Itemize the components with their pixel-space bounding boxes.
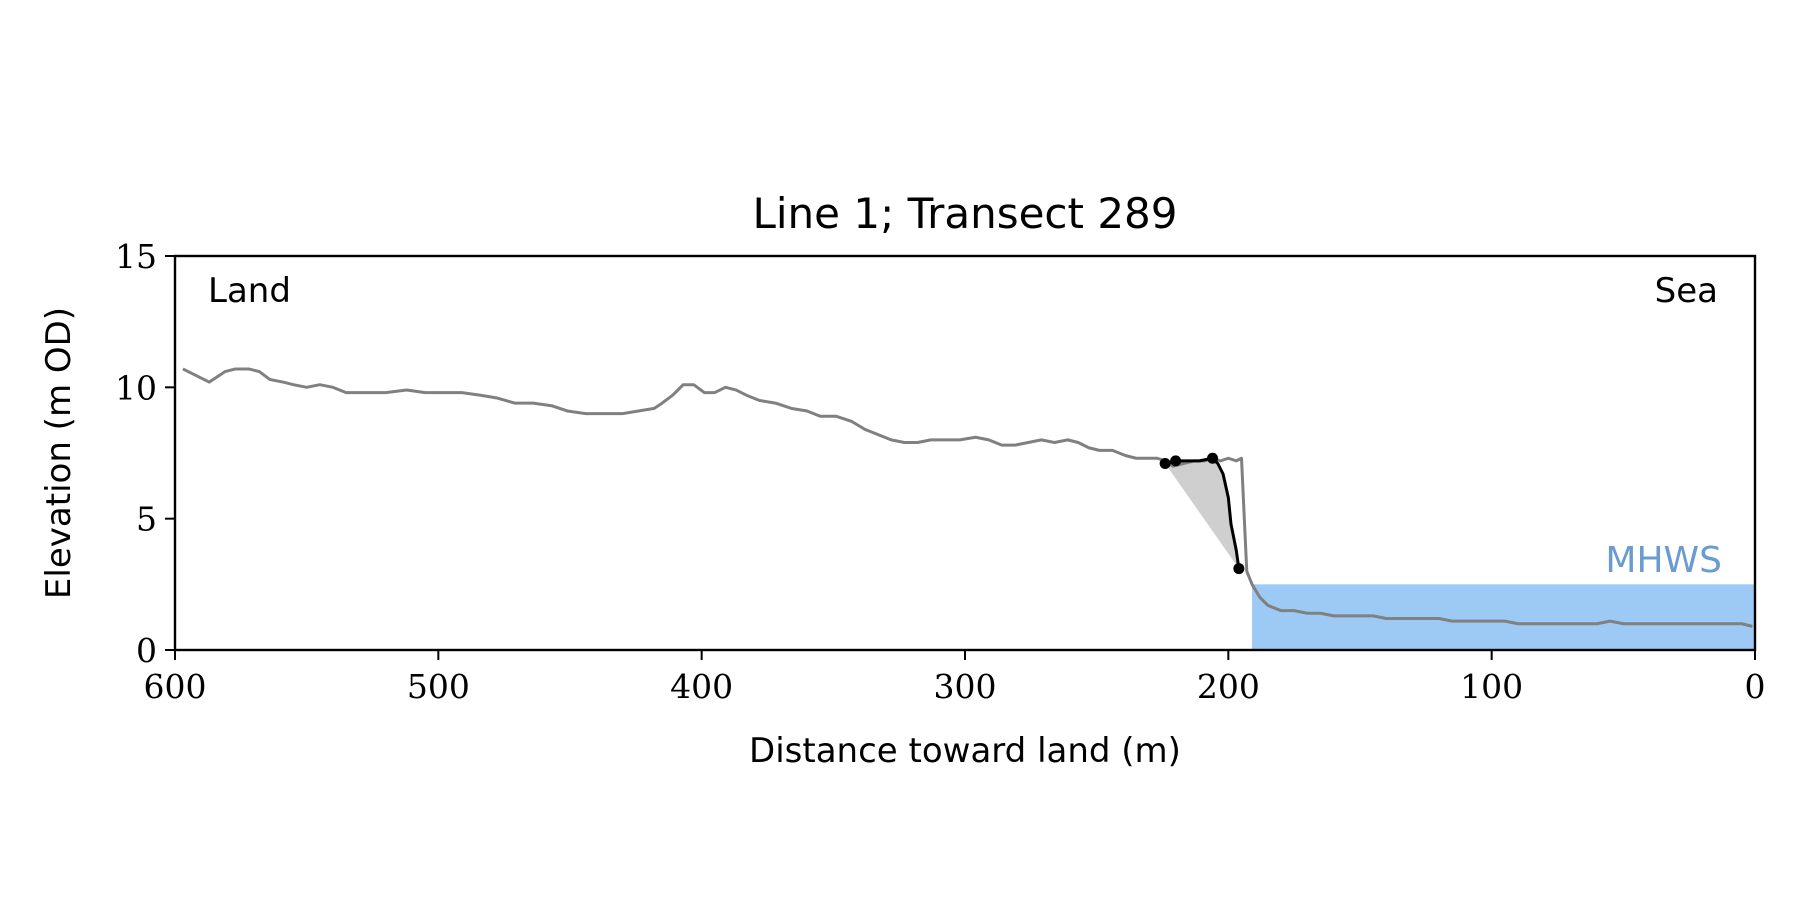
axes-layer: 600 500 400 300 200 100 0 0 5 10 15 [115,237,1766,706]
y-axis-label: Elevation (m OD) [39,307,79,599]
x-tick-label-100: 100 [1460,667,1523,706]
cliff-fill [1165,458,1239,569]
y-tick-label-0: 0 [136,631,157,670]
land-annotation: Land [208,271,291,311]
lines-layer [182,367,1753,628]
y-tick-label-15: 15 [115,237,157,276]
x-tick-label-400: 400 [670,667,733,706]
mhws-annotation: MHWS [1605,540,1722,581]
profile-line [182,367,1753,628]
cliff-marker-3 [1233,563,1245,575]
x-tick-label-0: 0 [1745,667,1766,706]
chart-title: Line 1; Transect 289 [752,189,1177,238]
y-tick-label-10: 10 [115,368,157,407]
x-tick-label-300: 300 [934,667,997,706]
x-axis-label: Distance toward land (m) [749,731,1181,771]
x-tick-label-500: 500 [407,667,470,706]
mhws-band [1252,584,1755,649]
cliff-marker-1 [1170,455,1182,467]
x-tick-label-200: 200 [1197,667,1260,706]
markers-layer [1159,452,1245,575]
cliff-marker-2 [1207,452,1219,464]
x-tick-label-600: 600 [144,667,207,706]
sea-annotation: Sea [1655,271,1718,311]
cliff-marker-0 [1159,458,1171,470]
y-tick-label-5: 5 [136,500,157,539]
cliff-line [1164,456,1241,569]
